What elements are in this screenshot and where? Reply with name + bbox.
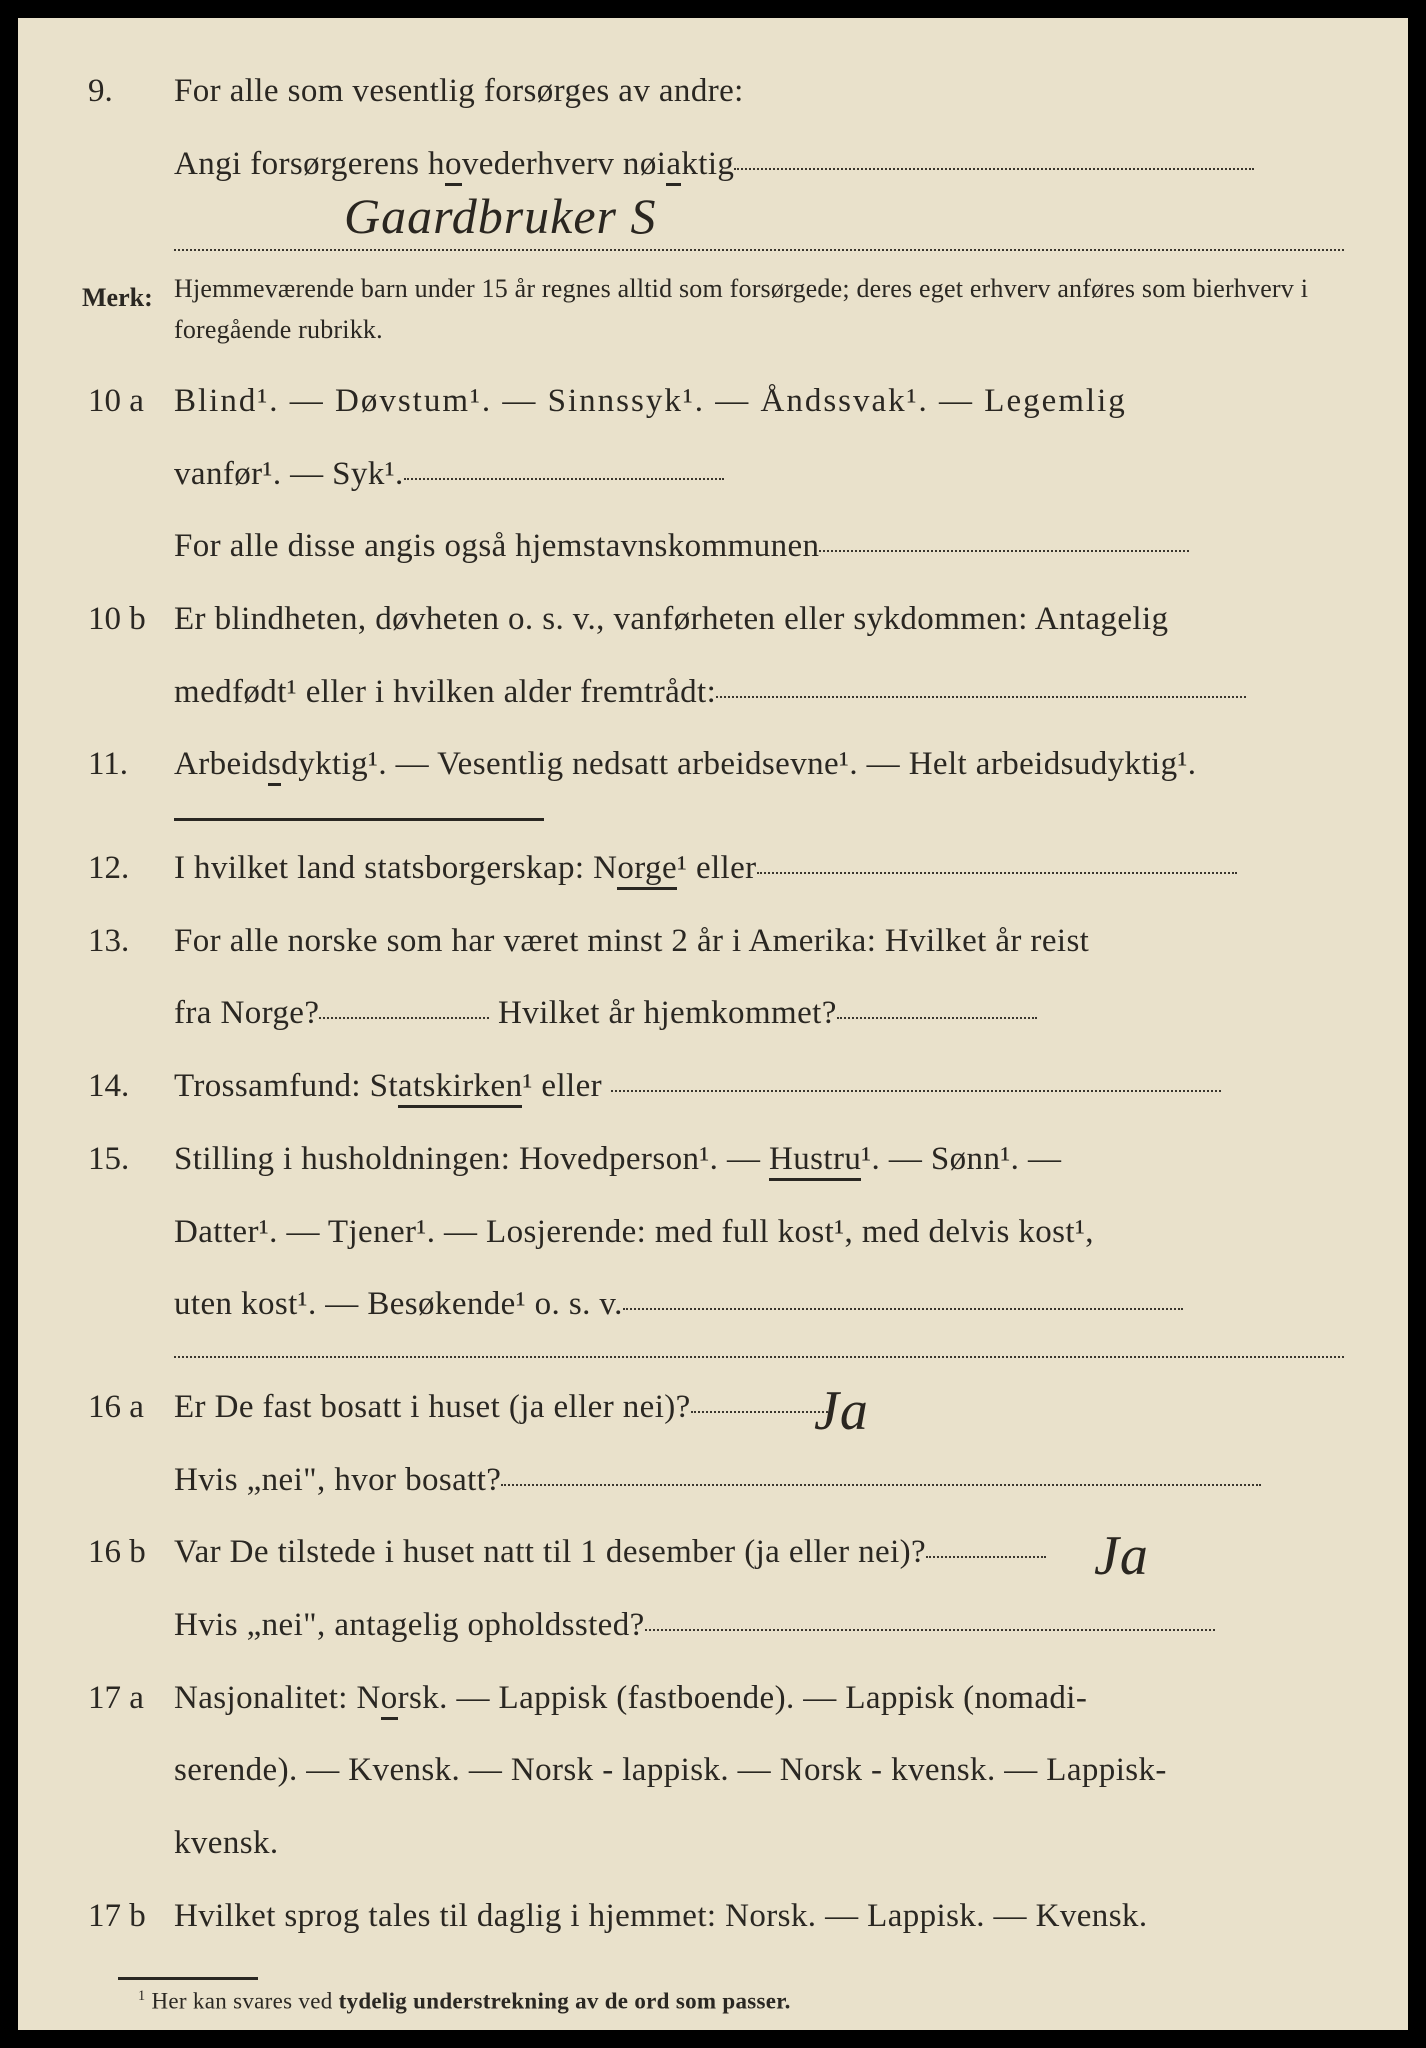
q16b-text2: Hvis „nei", antagelig opholdssted? <box>174 1607 645 1643</box>
merk-text: Hjemmeværende barn under 15 år regnes al… <box>174 269 1344 350</box>
q17a-und1: o <box>381 1680 398 1720</box>
q13-text2a: fra Norge? <box>174 995 319 1031</box>
q17a-text1b: rsk. — Lappisk (fastboende). — Lappisk (… <box>398 1680 1088 1716</box>
q16b-line2: Hvis „nei", antagelig opholdssted? <box>82 1594 1344 1657</box>
q16a-line2: Hvis „nei", hvor bosatt? <box>82 1449 1344 1512</box>
q9-line2: Angi forsørgerens hovederhverv nøiaktig <box>82 133 1344 196</box>
q13-number: 13. <box>82 910 174 973</box>
q12-text-a: I hvilket land statsborgerskap: N <box>174 850 617 886</box>
q14-text-b: ¹ eller <box>522 1068 610 1104</box>
q16a-text2: Hvis „nei", hvor bosatt? <box>174 1462 501 1498</box>
q14-row: 14. Trossamfund: Statskirken¹ eller <box>82 1055 1344 1118</box>
q10b-number: 10 b <box>82 588 174 651</box>
q9-text2a: Angi forsørgerens h <box>174 146 445 182</box>
q15-line3: uten kost¹. — Besøkende¹ o. s. v. <box>82 1273 1344 1336</box>
q10a-text3: For alle disse angis også hjemstavnskomm… <box>174 528 819 564</box>
q17a-text2: serende). — Kvensk. — Norsk - lappisk. —… <box>174 1739 1344 1802</box>
q17a-text3: kvensk. <box>174 1812 1344 1875</box>
q9-number: 9. <box>82 60 174 123</box>
q16b-number: 16 b <box>82 1521 174 1584</box>
q10b-text2: medfødt¹ eller i hvilken alder fremtrådt… <box>174 674 716 710</box>
q9-text2c: ktig <box>681 146 734 182</box>
q17a-line3: kvensk. <box>82 1812 1344 1875</box>
q10b-line2: medfødt¹ eller i hvilken alder fremtrådt… <box>82 661 1344 724</box>
q10a-number: 10 a <box>82 370 174 433</box>
q10a-line3: For alle disse angis også hjemstavnskomm… <box>82 515 1344 578</box>
q16a-number: 16 a <box>82 1376 174 1439</box>
q11-text-b: dyktig¹. — Vesentlig nedsatt arbeidsevne… <box>281 746 1196 782</box>
q16b-hand: Ja <box>1094 1503 1149 1609</box>
q12-number: 12. <box>82 837 174 900</box>
q14-text-a: Trossamfund: St <box>174 1068 398 1104</box>
q11-und: s <box>268 746 281 786</box>
merk-row: Merk: Hjemmeværende barn under 15 år reg… <box>82 269 1344 350</box>
q15-line1: 15. Stilling i husholdningen: Hovedperso… <box>82 1128 1344 1191</box>
q12-und: orge <box>617 850 677 890</box>
q12-text-b: ¹ eller <box>677 850 757 886</box>
q17a-line1: 17 a Nasjonalitet: Norsk. — Lappisk (fas… <box>82 1667 1344 1730</box>
q11-text-a: Arbeid <box>174 746 268 782</box>
q15-number: 15. <box>82 1128 174 1191</box>
footnote-bold: tydelig understrekning av de ord som pas… <box>339 1989 791 2014</box>
q12-row: 12. I hvilket land statsborgerskap: Norg… <box>82 837 1344 900</box>
q10a-line1: 10 a Blind¹. — Døvstum¹. — Sinnssyk¹. — … <box>82 370 1344 433</box>
document-page: 9. For alle som vesentlig forsørges av a… <box>18 18 1408 2030</box>
q11-number: 11. <box>82 733 174 796</box>
q17a-line2: serende). — Kvensk. — Norsk - lappisk. —… <box>82 1739 1344 1802</box>
q13-line2: fra Norge? Hvilket år hjemkommet? <box>82 982 1344 1045</box>
q14-number: 14. <box>82 1055 174 1118</box>
q15-text3: uten kost¹. — Besøkende¹ o. s. v. <box>174 1286 623 1322</box>
q13-line1: 13. For alle norske som har været minst … <box>82 910 1344 973</box>
q13-text1: For alle norske som har været minst 2 år… <box>174 910 1344 973</box>
merk-label: Merk: <box>82 269 174 322</box>
q16a-text1: Er De fast bosatt i huset (ja eller nei)… <box>174 1389 691 1425</box>
q15-und: Hustru <box>769 1141 861 1181</box>
q10a-text2: vanfør¹. — Syk¹. <box>174 456 404 492</box>
divider-2 <box>174 1356 1344 1358</box>
q9-text2b: vederhverv nøi <box>462 146 666 182</box>
footnote-text: Her kan svares ved <box>145 1989 338 2014</box>
q15-line2: Datter¹. — Tjener¹. — Losjerende: med fu… <box>82 1201 1344 1264</box>
footnote: 1 Her kan svares ved tydelig understrekn… <box>82 1988 1344 2015</box>
q10b-line1: 10 b Er blindheten, døvheten o. s. v., v… <box>82 588 1344 651</box>
divider-1 <box>174 818 544 821</box>
q10a-line2: vanfør¹. — Syk¹. <box>82 443 1344 506</box>
q10b-text1: Er blindheten, døvheten o. s. v., vanfør… <box>174 588 1344 651</box>
q15-text2: Datter¹. — Tjener¹. — Losjerende: med fu… <box>174 1201 1344 1264</box>
q16a-line1: 16 a Er De fast bosatt i huset (ja eller… <box>82 1376 1344 1439</box>
q9-text1: For alle som vesentlig forsørges av andr… <box>174 60 1344 123</box>
q14-und: atskirken <box>398 1068 523 1108</box>
q17a-text1a: Nasjonalitet: N <box>174 1680 381 1716</box>
q11-row: 11. Arbeidsdyktig¹. — Vesentlig nedsatt … <box>82 733 1344 796</box>
footnote-rule <box>118 1977 258 1980</box>
q17b-row: 17 b Hvilket sprog tales til daglig i hj… <box>82 1885 1344 1948</box>
q10a-text1: Blind¹. — Døvstum¹. — Sinnssyk¹. — Åndss… <box>174 370 1344 433</box>
q17b-text: Hvilket sprog tales til daglig i hjemmet… <box>174 1885 1344 1948</box>
q9-handwritten: Gaardbruker S <box>344 187 657 245</box>
q9-line1: 9. For alle som vesentlig forsørges av a… <box>82 60 1344 123</box>
q15-text1a: Stilling i husholdningen: Hovedperson¹. … <box>174 1141 769 1177</box>
q16a-hand: Ja <box>814 1358 869 1464</box>
q9-fill-line: Gaardbruker S <box>174 205 1344 251</box>
q16b-line1: 16 b Var De tilstede i huset natt til 1 … <box>82 1521 1344 1584</box>
q15-text1b: ¹. — Sønn¹. — <box>861 1141 1061 1177</box>
q17b-number: 17 b <box>82 1885 174 1948</box>
q16b-text1: Var De tilstede i huset natt til 1 desem… <box>174 1534 926 1570</box>
q17a-number: 17 a <box>82 1667 174 1730</box>
q13-text2b: Hvilket år hjemkommet? <box>489 995 836 1031</box>
